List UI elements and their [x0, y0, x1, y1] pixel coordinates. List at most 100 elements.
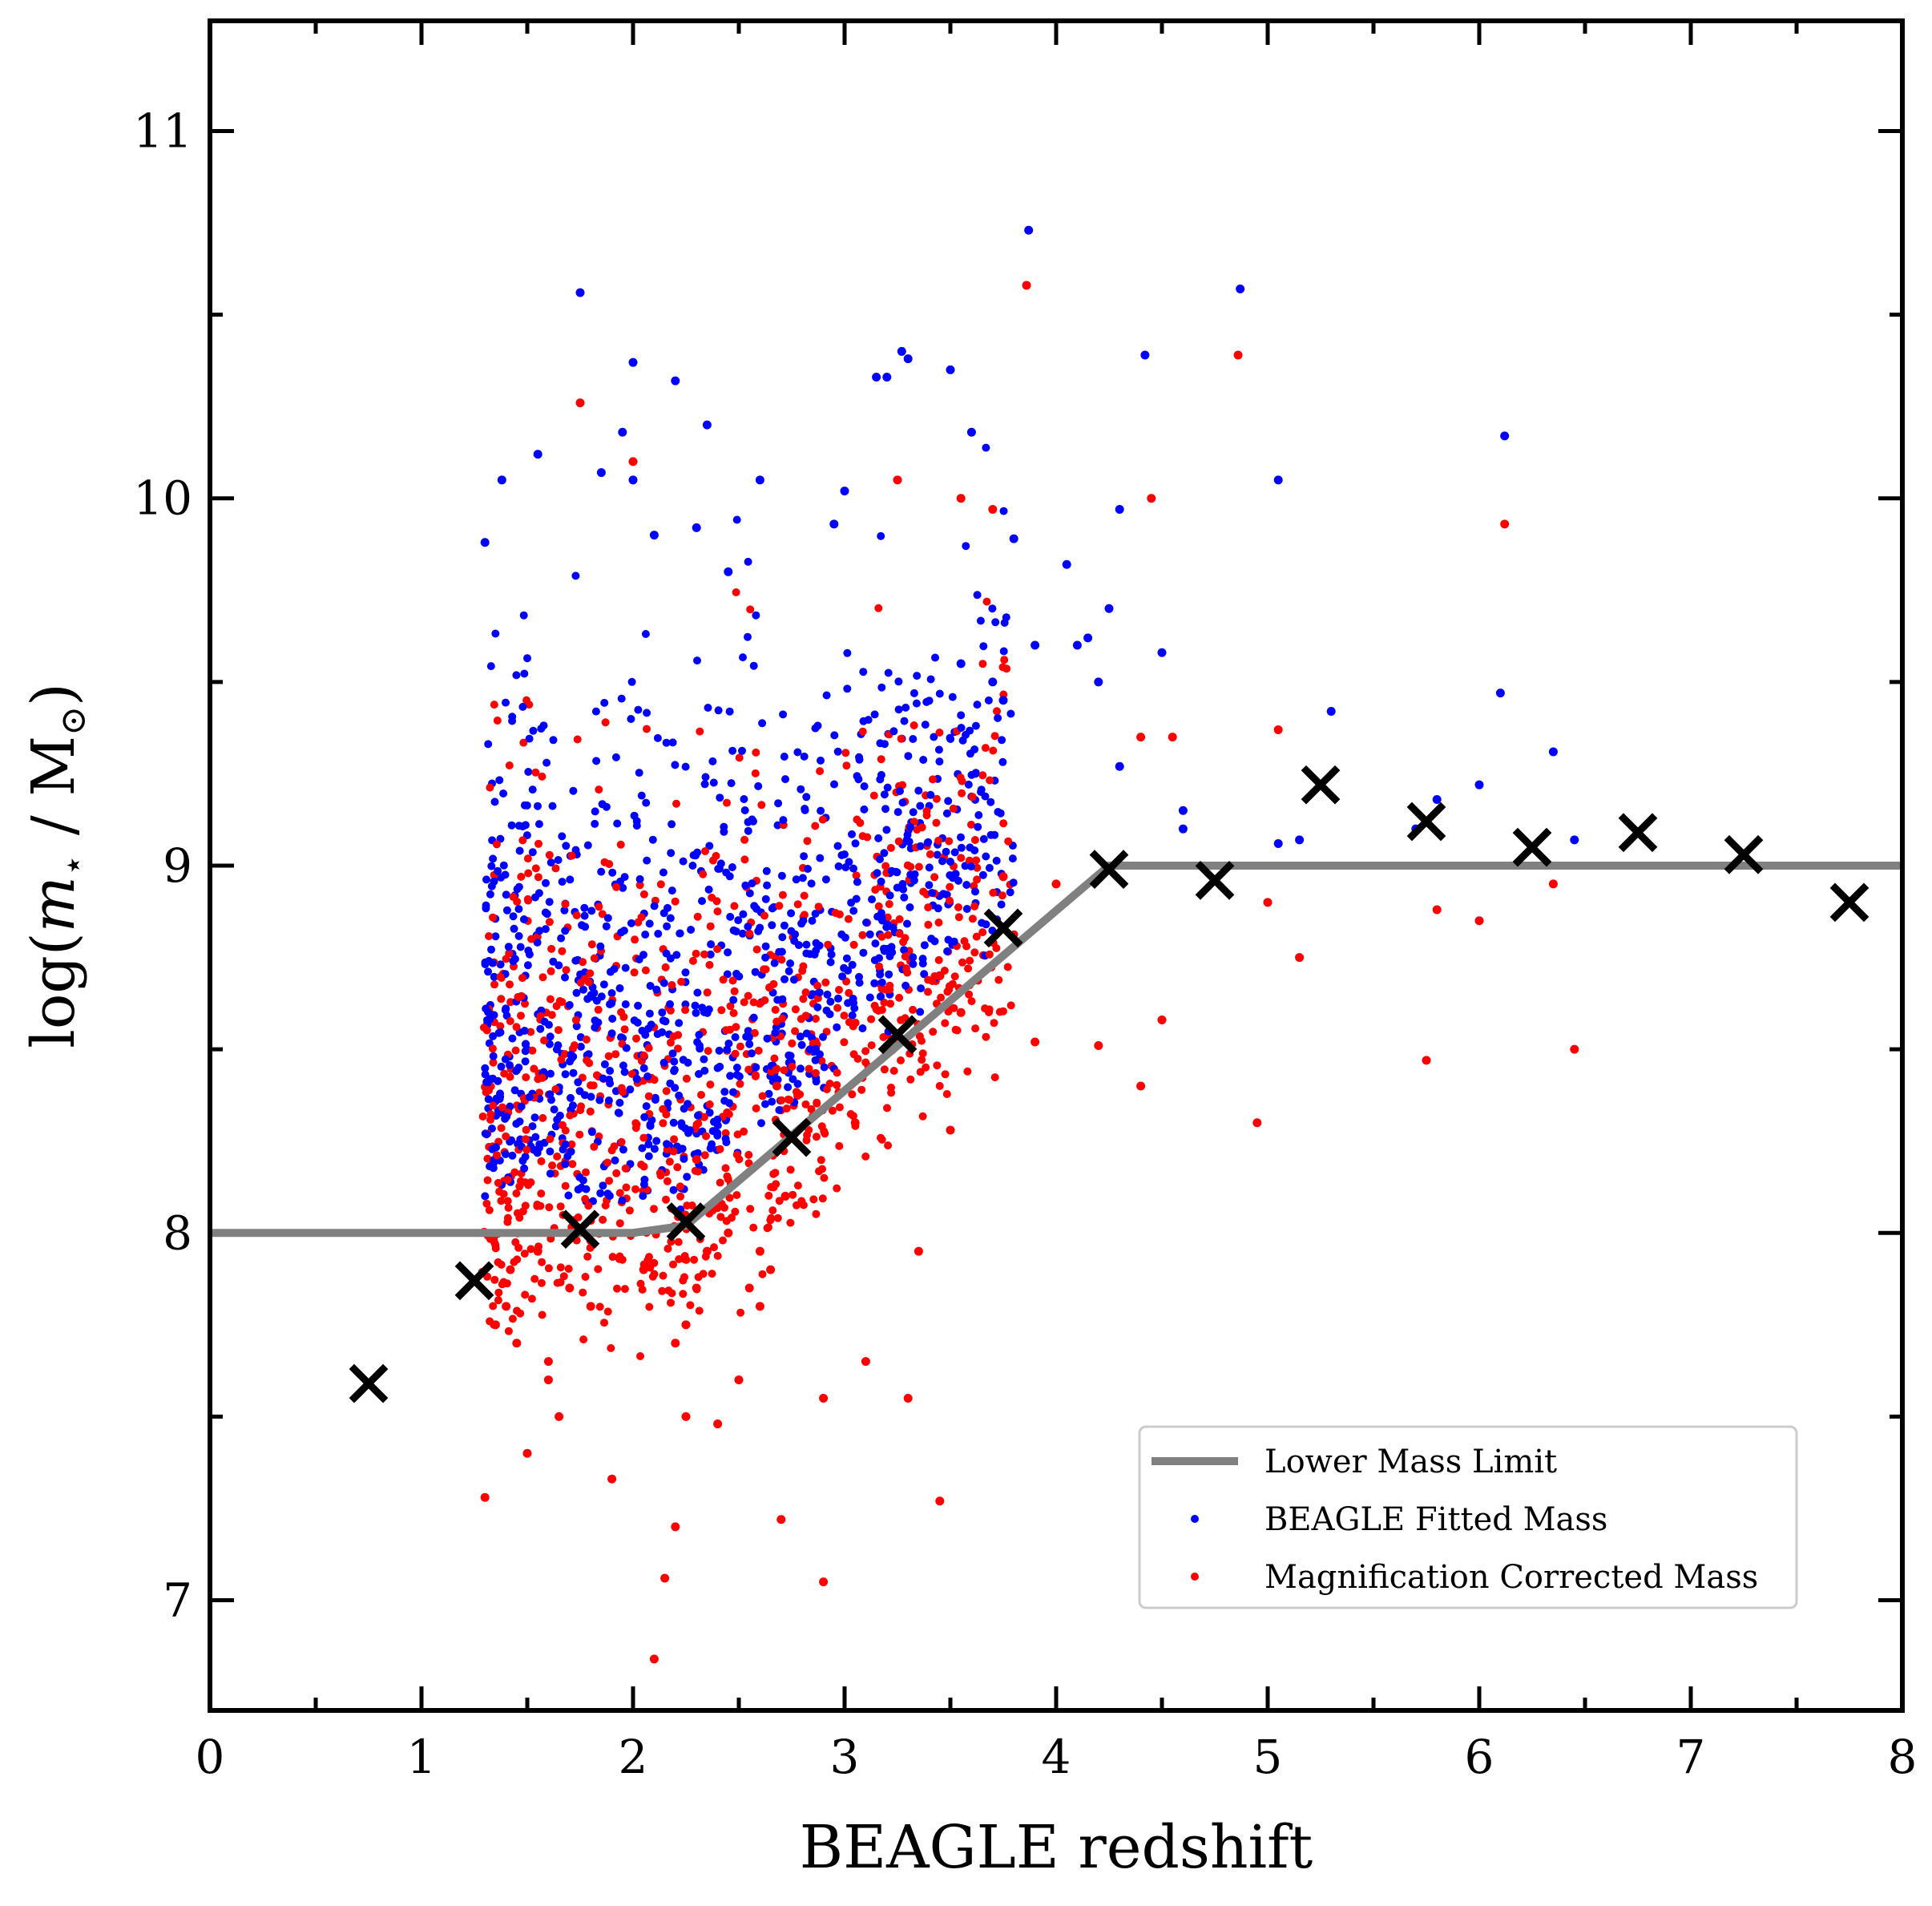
data-point [590, 954, 599, 963]
data-point [620, 1285, 629, 1294]
data-point [833, 1068, 841, 1077]
data-point [536, 1024, 545, 1033]
data-point [566, 1111, 575, 1120]
data-point [731, 1049, 740, 1058]
data-point [530, 1113, 539, 1122]
data-point [586, 1107, 595, 1116]
data-point [669, 1147, 678, 1156]
data-point [531, 1133, 540, 1141]
series-point [586, 1302, 595, 1311]
data-point [506, 1061, 514, 1069]
data-point [849, 864, 857, 873]
data-point [710, 1243, 718, 1252]
data-point [818, 815, 827, 824]
data-point [716, 1178, 724, 1187]
data-point [708, 1140, 716, 1149]
data-point [859, 948, 868, 957]
data-point [928, 889, 937, 897]
data-point [555, 961, 563, 970]
data-point [587, 1081, 595, 1090]
data-point [788, 1039, 797, 1048]
data-point [581, 1273, 590, 1281]
data-point [527, 1294, 536, 1303]
data-point [746, 1205, 755, 1213]
data-point [838, 972, 847, 981]
data-point [650, 1076, 659, 1084]
series-point [1432, 795, 1442, 805]
data-point [720, 1088, 729, 1096]
data-point [835, 986, 843, 994]
series-point [1104, 604, 1114, 613]
data-point [557, 1056, 566, 1064]
data-point [550, 1105, 559, 1114]
data-point [569, 786, 578, 795]
data-point [730, 902, 739, 911]
data-point [812, 939, 821, 947]
data-point [900, 893, 909, 902]
data-point [684, 1058, 692, 1067]
data-point [681, 968, 690, 977]
data-point [545, 850, 554, 859]
data-point [861, 1047, 870, 1056]
data-point [644, 1140, 653, 1149]
data-point [875, 962, 883, 971]
data-point [521, 1201, 530, 1210]
data-point [486, 890, 494, 898]
lower-mass-limit-line [210, 862, 1902, 1238]
data-point [906, 1075, 915, 1084]
data-point [668, 738, 677, 747]
data-point [705, 960, 714, 969]
data-point [756, 999, 764, 1008]
data-point [778, 1014, 787, 1023]
series-point [681, 1411, 691, 1421]
data-point [778, 933, 787, 942]
data-point [521, 1290, 530, 1299]
data-point [834, 994, 842, 1003]
data-point [894, 705, 903, 714]
data-point [600, 1318, 608, 1327]
data-point [937, 993, 946, 1002]
data-point [998, 663, 1007, 672]
data-point [830, 780, 838, 789]
data-point [576, 1042, 585, 1051]
data-point [833, 1023, 841, 1032]
data-point [525, 1092, 534, 1101]
data-point [934, 745, 943, 754]
data-point [974, 822, 982, 831]
data-point [935, 1081, 944, 1090]
data-point [877, 1135, 886, 1144]
data-point [490, 1275, 499, 1284]
data-point [804, 865, 812, 873]
data-point [537, 1189, 546, 1198]
data-point [750, 1028, 759, 1037]
data-point [957, 854, 966, 862]
data-point [933, 1061, 942, 1070]
data-point [643, 709, 651, 717]
data-point [556, 1202, 565, 1211]
data-point [591, 807, 599, 816]
data-point [998, 736, 1006, 745]
data-point [856, 818, 865, 827]
data-point [569, 1052, 578, 1061]
data-point [617, 1008, 626, 1016]
data-point [530, 1064, 538, 1073]
data-point [752, 1104, 760, 1113]
data-point [758, 1270, 767, 1278]
y-tick-label: 9 [163, 838, 192, 893]
data-point [720, 1096, 729, 1105]
data-point [638, 1144, 647, 1153]
data-point [669, 1185, 678, 1194]
data-point [621, 1164, 630, 1173]
x-tick-label: 0 [196, 1730, 225, 1784]
data-point [885, 900, 893, 908]
data-point [894, 677, 903, 686]
data-point [825, 1010, 834, 1019]
data-point [637, 913, 646, 922]
data-point [849, 1050, 858, 1059]
data-point [893, 808, 902, 817]
data-point [705, 1100, 714, 1108]
data-point [1000, 656, 1009, 664]
data-point [669, 1260, 677, 1269]
data-point [615, 1098, 624, 1107]
data-point [567, 1093, 575, 1102]
